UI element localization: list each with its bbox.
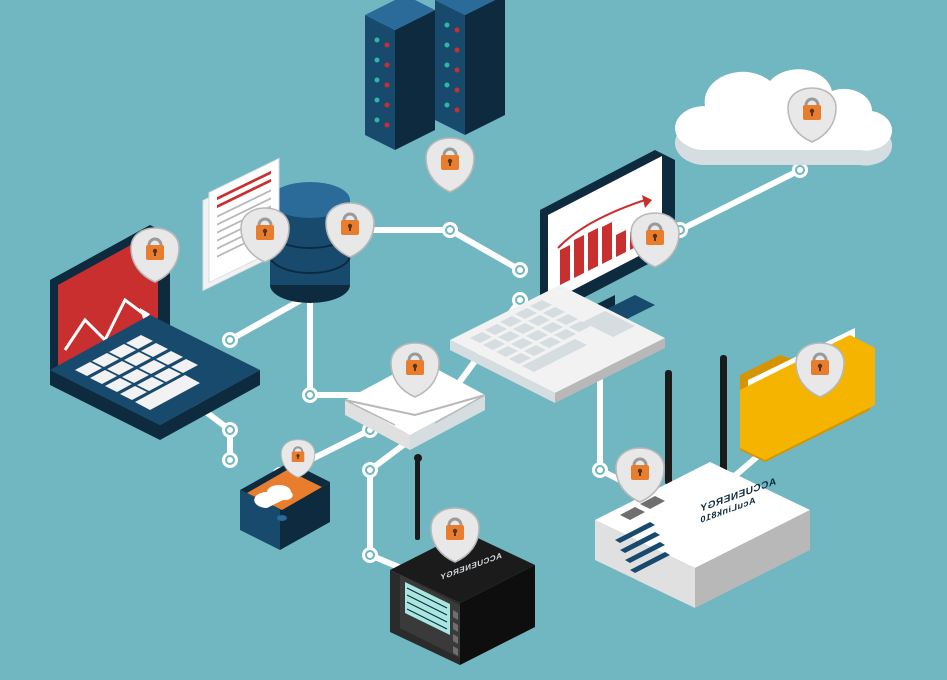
network-diagram [0, 0, 947, 680]
